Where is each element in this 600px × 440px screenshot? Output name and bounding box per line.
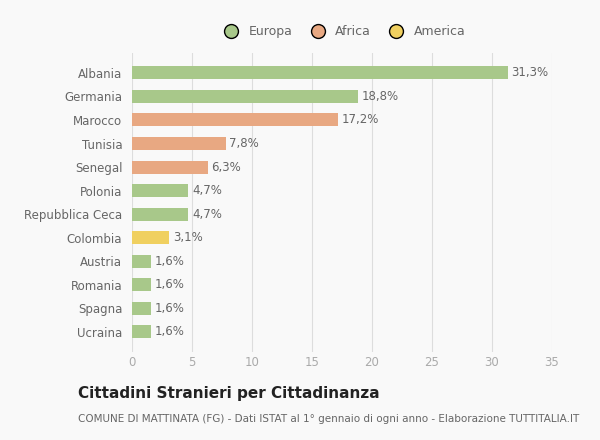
Bar — [132, 137, 226, 150]
Text: 1,6%: 1,6% — [155, 255, 185, 268]
Text: 1,6%: 1,6% — [155, 326, 185, 338]
Bar — [132, 208, 188, 220]
Text: 1,6%: 1,6% — [155, 302, 185, 315]
Text: 17,2%: 17,2% — [342, 114, 379, 126]
Text: COMUNE DI MATTINATA (FG) - Dati ISTAT al 1° gennaio di ogni anno - Elaborazione : COMUNE DI MATTINATA (FG) - Dati ISTAT al… — [78, 414, 579, 425]
Text: Cittadini Stranieri per Cittadinanza: Cittadini Stranieri per Cittadinanza — [78, 386, 380, 401]
Bar — [132, 90, 358, 103]
Text: 1,6%: 1,6% — [155, 279, 185, 291]
Bar — [132, 184, 188, 197]
Bar — [132, 302, 151, 315]
Text: 31,3%: 31,3% — [511, 66, 548, 79]
Text: 18,8%: 18,8% — [361, 90, 398, 103]
Bar — [132, 161, 208, 173]
Text: 4,7%: 4,7% — [192, 208, 222, 221]
Bar — [132, 326, 151, 338]
Text: 3,1%: 3,1% — [173, 231, 203, 244]
Bar — [132, 66, 508, 79]
Text: 4,7%: 4,7% — [192, 184, 222, 197]
Bar — [132, 231, 169, 244]
Bar — [132, 279, 151, 291]
Text: 6,3%: 6,3% — [211, 161, 241, 173]
Bar — [132, 114, 338, 126]
Text: 7,8%: 7,8% — [229, 137, 259, 150]
Legend: Europa, Africa, America: Europa, Africa, America — [214, 20, 470, 43]
Bar — [132, 255, 151, 268]
